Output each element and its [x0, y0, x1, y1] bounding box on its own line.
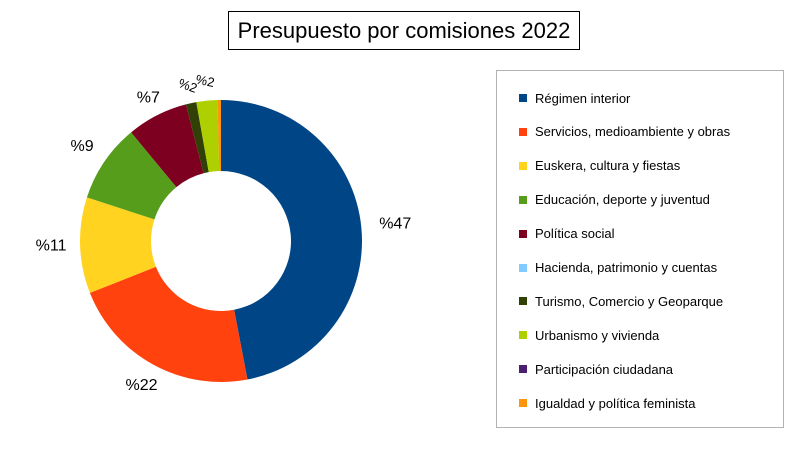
legend-item: Educación, deporte y juventud — [519, 192, 710, 208]
legend-swatch — [519, 365, 527, 374]
legend-label: Educación, deporte y juventud — [535, 192, 710, 208]
legend-swatch — [519, 94, 527, 102]
legend-swatch — [519, 161, 527, 170]
slice-4 — [131, 104, 204, 188]
legend-label: Igualdad y política feminista — [535, 395, 696, 411]
legend-label: Urbanismo y vivienda — [535, 327, 660, 343]
legend-item: Turismo, Comercio y Geoparque — [519, 293, 723, 309]
legend-swatch — [519, 263, 527, 272]
legend-item: Participación ciudadana — [519, 361, 673, 377]
slice-6 — [185, 102, 209, 174]
slice-9 — [217, 100, 221, 172]
slice-label-3: %9 — [70, 138, 93, 155]
slice-3 — [86, 132, 177, 220]
legend-item: Urbanismo y vivienda — [519, 327, 659, 343]
legend-swatch — [519, 229, 527, 238]
slice-label-0: %47 — [379, 216, 411, 233]
slice-label-6: %2 — [176, 75, 199, 96]
slice-label-4: %7 — [137, 90, 160, 107]
legend-label: Euskera, cultura y fiestas — [535, 158, 681, 174]
legend: Régimen interior Servicios, medioambiente… — [496, 70, 784, 428]
legend-item: Igualdad y política feminista — [519, 395, 695, 411]
legend-label: Turismo, Comercio y Geoparque — [535, 293, 724, 309]
legend-item: Servicios, medioambiente y obras — [519, 124, 730, 140]
legend-label: Hacienda, patrimonio y cuentas — [535, 260, 718, 275]
legend-item: Política social — [519, 226, 614, 242]
legend-label: Régimen interior — [535, 90, 631, 106]
legend-swatch — [519, 195, 527, 204]
chart-title: Presupuesto por comisiones 2022 — [228, 11, 580, 50]
donut-chart: %47 %22 %11 %9 %7 %2%2 — [36, 71, 412, 394]
slice-0 — [221, 100, 363, 380]
legend-label: Participación ciudadana — [535, 361, 674, 377]
legend-swatch — [519, 127, 527, 136]
slice-7 — [196, 100, 220, 173]
legend-swatch — [519, 297, 527, 306]
legend-swatch — [519, 399, 527, 408]
slice-1 — [89, 266, 248, 382]
legend-item: Euskera, cultura y fiestas — [519, 158, 680, 174]
legend-label: Servicios, medioambiente y obras — [535, 124, 731, 140]
legend-swatch — [519, 331, 527, 340]
slice-label-7: %2 — [194, 71, 216, 90]
slice-label-1: %22 — [125, 377, 157, 394]
legend-item: Hacienda, patrimonio y cuentas — [519, 260, 717, 276]
legend-item: Régimen interior — [519, 90, 630, 106]
legend-label: Política social — [535, 226, 615, 242]
slice-label-2: %11 — [36, 238, 67, 255]
slice-2 — [80, 197, 156, 293]
